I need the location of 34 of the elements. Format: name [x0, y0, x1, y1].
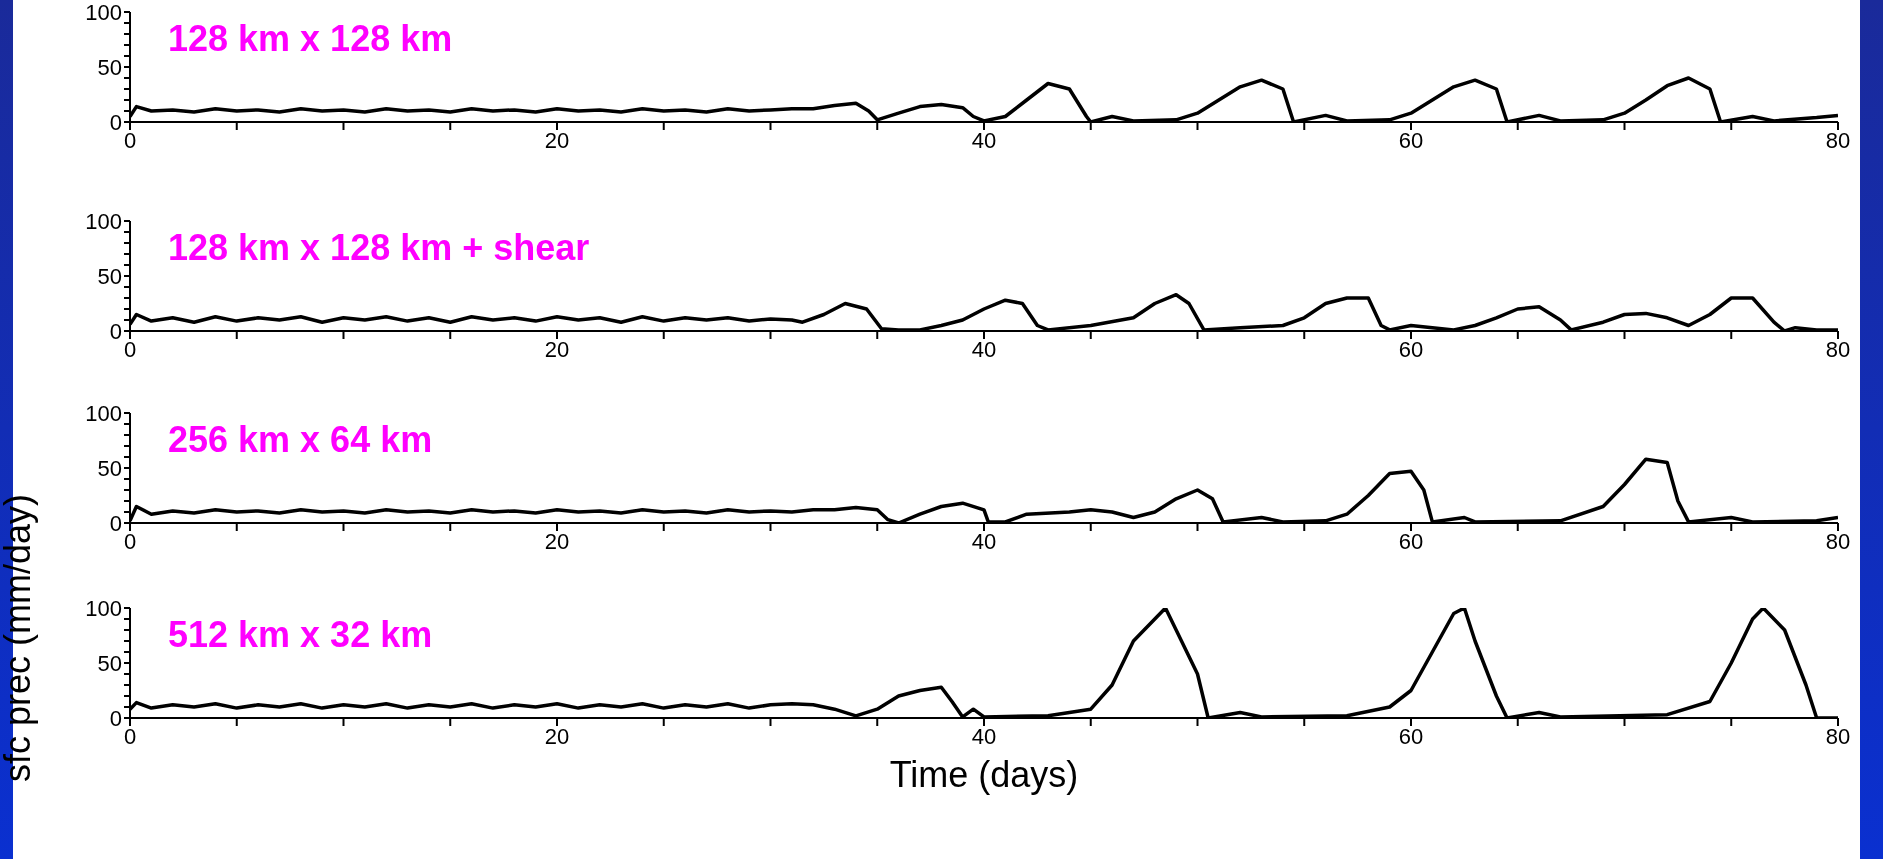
x-tick-label: 40 [971, 528, 997, 554]
y-tick-label: 0 [109, 109, 122, 135]
y-axis-title: sfc prec (mm/day) [0, 493, 39, 783]
x-tick-label: 40 [971, 127, 997, 153]
y-tick-label: 0 [109, 510, 122, 536]
y-tick-label: 50 [97, 650, 122, 676]
y-tick-label: 50 [97, 455, 122, 481]
y-tick-label: 100 [85, 595, 122, 621]
y-tick-label: 0 [109, 705, 122, 731]
x-tick-label: 60 [1398, 336, 1424, 362]
x-tick-label: 20 [544, 723, 570, 749]
annotation: 512 km x 32 km [168, 614, 433, 656]
y-tick-label: 100 [85, 208, 122, 234]
y-tick-label: 100 [85, 400, 122, 426]
annotation: 256 km x 64 km [168, 419, 433, 461]
y-tick-label: 50 [97, 263, 122, 289]
x-tick-label: 20 [544, 336, 570, 362]
x-tick-label: 20 [544, 127, 570, 153]
x-tick-label: 80 [1825, 336, 1851, 362]
x-tick-label: 60 [1398, 528, 1424, 554]
x-axis-title: Time (days) [888, 754, 1080, 796]
y-tick-label: 50 [97, 54, 122, 80]
x-tick-label: 60 [1398, 723, 1424, 749]
annotation: 128 km x 128 km [168, 18, 453, 60]
x-tick-label: 80 [1825, 127, 1851, 153]
y-tick-label: 100 [85, 0, 122, 25]
x-tick-label: 40 [971, 336, 997, 362]
x-tick-label: 80 [1825, 528, 1851, 554]
x-tick-label: 20 [544, 528, 570, 554]
x-tick-label: 60 [1398, 127, 1424, 153]
x-tick-label: 80 [1825, 723, 1851, 749]
annotation: 128 km x 128 km + shear [168, 227, 590, 269]
x-tick-label: 40 [971, 723, 997, 749]
y-tick-label: 0 [109, 318, 122, 344]
